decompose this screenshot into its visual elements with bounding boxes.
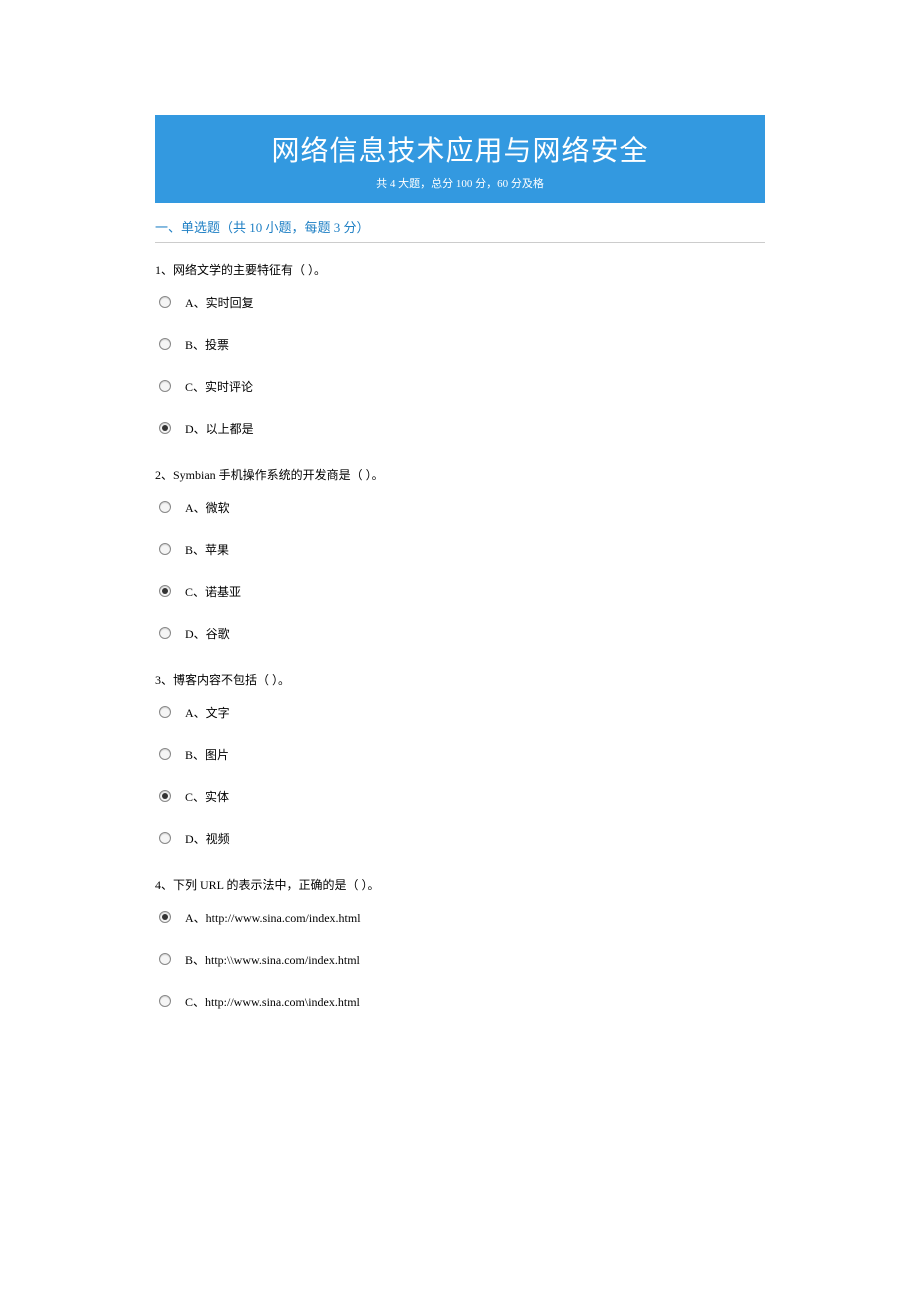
radio-wrap — [155, 296, 185, 308]
radio-icon[interactable] — [159, 832, 171, 844]
radio-icon[interactable] — [159, 995, 171, 1007]
option-label: B、http:\\www.sina.com/index.html — [185, 951, 360, 968]
questions-container: 1、网络文学的主要特征有（ ）。 A、实时回复 B、投票 C、实时评论 D、以上都是 2、… — [155, 261, 765, 1011]
option-row[interactable]: A、实时回复 — [155, 292, 765, 312]
radio-icon[interactable] — [159, 380, 171, 392]
option-row[interactable]: D、谷歌 — [155, 623, 765, 643]
option-row[interactable]: A、文字 — [155, 702, 765, 722]
radio-wrap — [155, 953, 185, 965]
option-row[interactable]: D、以上都是 — [155, 418, 765, 438]
option-label: A、实时回复 — [185, 294, 254, 311]
question-block: 4、下列 URL 的表示法中，正确的是（ ）。 A、http://www.sina… — [155, 876, 765, 1011]
option-label: B、图片 — [185, 746, 229, 763]
option-row[interactable]: C、诺基亚 — [155, 581, 765, 601]
radio-wrap — [155, 543, 185, 555]
option-row[interactable]: D、视频 — [155, 828, 765, 848]
question-text: 1、网络文学的主要特征有（ ）。 — [155, 261, 765, 278]
option-label: C、实体 — [185, 788, 229, 805]
radio-wrap — [155, 380, 185, 392]
radio-wrap — [155, 627, 185, 639]
option-row[interactable]: B、图片 — [155, 744, 765, 764]
radio-wrap — [155, 790, 185, 802]
option-label: A、文字 — [185, 704, 230, 721]
exam-title: 网络信息技术应用与网络安全 — [155, 129, 765, 169]
radio-wrap — [155, 338, 185, 350]
radio-icon[interactable] — [159, 543, 171, 555]
option-row[interactable]: C、实时评论 — [155, 376, 765, 396]
radio-wrap — [155, 501, 185, 513]
option-label: A、微软 — [185, 499, 230, 516]
question-text: 2、Symbian 手机操作系统的开发商是（ ）。 — [155, 466, 765, 483]
section-title: 一、单选题（共 10 小题，每题 3 分） — [155, 211, 765, 243]
option-label: D、以上都是 — [185, 420, 254, 437]
radio-wrap — [155, 748, 185, 760]
option-label: A、http://www.sina.com/index.html — [185, 909, 361, 926]
option-row[interactable]: B、苹果 — [155, 539, 765, 559]
option-label: D、谷歌 — [185, 625, 230, 642]
option-label: C、实时评论 — [185, 378, 253, 395]
option-row[interactable]: C、实体 — [155, 786, 765, 806]
radio-wrap — [155, 995, 185, 1007]
radio-icon[interactable] — [159, 953, 171, 965]
question-block: 2、Symbian 手机操作系统的开发商是（ ）。 A、微软 B、苹果 C、诺基亚 D、… — [155, 466, 765, 643]
radio-icon[interactable] — [159, 706, 171, 718]
radio-icon[interactable] — [159, 338, 171, 350]
radio-icon[interactable] — [159, 627, 171, 639]
option-row[interactable]: A、微软 — [155, 497, 765, 517]
option-label: B、苹果 — [185, 541, 229, 558]
question-text: 3、博客内容不包括（ ）。 — [155, 671, 765, 688]
exam-header: 网络信息技术应用与网络安全 共 4 大题，总分 100 分，60 分及格 — [155, 115, 765, 203]
radio-wrap — [155, 832, 185, 844]
radio-wrap — [155, 585, 185, 597]
option-label: B、投票 — [185, 336, 229, 353]
question-text: 4、下列 URL 的表示法中，正确的是（ ）。 — [155, 876, 765, 893]
radio-icon[interactable] — [159, 422, 171, 434]
option-label: D、视频 — [185, 830, 230, 847]
question-block: 1、网络文学的主要特征有（ ）。 A、实时回复 B、投票 C、实时评论 D、以上都是 — [155, 261, 765, 438]
radio-icon[interactable] — [159, 585, 171, 597]
radio-wrap — [155, 422, 185, 434]
question-block: 3、博客内容不包括（ ）。 A、文字 B、图片 C、实体 D、视频 — [155, 671, 765, 848]
radio-icon[interactable] — [159, 296, 171, 308]
option-label: C、诺基亚 — [185, 583, 241, 600]
option-label: C、http://www.sina.com\index.html — [185, 993, 360, 1010]
option-row[interactable]: A、http://www.sina.com/index.html — [155, 907, 765, 927]
radio-icon[interactable] — [159, 790, 171, 802]
option-row[interactable]: B、http:\\www.sina.com/index.html — [155, 949, 765, 969]
option-row[interactable]: B、投票 — [155, 334, 765, 354]
radio-wrap — [155, 706, 185, 718]
radio-icon[interactable] — [159, 501, 171, 513]
option-row[interactable]: C、http://www.sina.com\index.html — [155, 991, 765, 1011]
page-container: 网络信息技术应用与网络安全 共 4 大题，总分 100 分，60 分及格 一、单… — [0, 0, 920, 1099]
exam-subtitle: 共 4 大题，总分 100 分，60 分及格 — [155, 175, 765, 191]
radio-icon[interactable] — [159, 911, 171, 923]
radio-wrap — [155, 911, 185, 923]
radio-icon[interactable] — [159, 748, 171, 760]
